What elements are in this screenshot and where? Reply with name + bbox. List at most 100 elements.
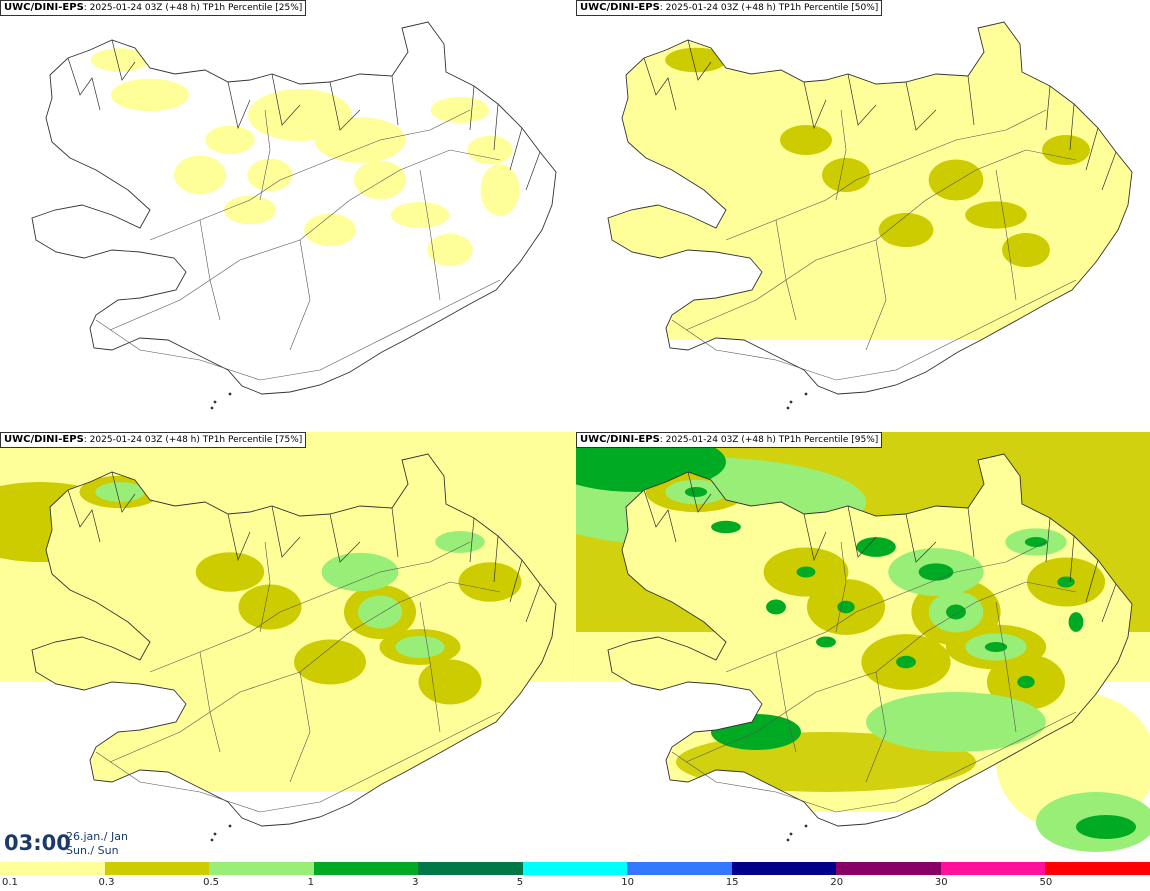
legend-tick-label: 0.5 <box>203 877 219 888</box>
precip-contour <box>711 520 741 534</box>
precip-contour <box>458 562 522 602</box>
fjord-outline <box>111 471 136 513</box>
precip-contour <box>294 639 366 685</box>
fjord-outline <box>1085 127 1099 171</box>
precip-contour <box>1024 537 1048 547</box>
road-line <box>199 651 221 753</box>
fjord-outline <box>493 535 499 583</box>
color-legend: 0.1 0.3 0.5 1 3 5 10 15 20 30 50 <box>0 862 1150 891</box>
legend-swatch <box>731 862 837 875</box>
fjord-outline <box>1101 151 1117 191</box>
road-line <box>199 219 221 321</box>
precip-contour <box>822 157 870 193</box>
map-p75-canvas <box>0 432 575 842</box>
fjord-outline <box>391 507 399 558</box>
precip-contour <box>684 487 708 497</box>
road-line <box>995 601 1017 733</box>
precip-contour <box>174 155 226 195</box>
legend-swatch <box>522 862 628 875</box>
panel-run: 2025-01-24 03Z (+48 h) <box>89 3 200 13</box>
precip-contour <box>1047 152 1105 228</box>
road-line <box>109 149 501 331</box>
fjord-outline <box>271 505 301 558</box>
fjord-outline <box>67 489 101 543</box>
coastline <box>607 21 1133 395</box>
road-line <box>671 711 1077 813</box>
road-line <box>865 671 887 783</box>
valid-time: 03:00 <box>4 831 71 855</box>
legend-tick-label: 15 <box>725 877 739 888</box>
legend-tick-label: 3 <box>412 877 419 888</box>
precip-contour <box>304 213 356 247</box>
road-line <box>685 581 1077 763</box>
island-marker <box>213 400 217 404</box>
precip-contour <box>993 91 1079 129</box>
precip-contour <box>430 97 490 123</box>
map-panel-p50: UWC/DINI-EPS: 2025-01-24 03Z (+48 h) TP1… <box>576 0 1150 430</box>
legend-tick-label: 10 <box>621 877 634 888</box>
fjord-outline <box>469 85 475 131</box>
coastline <box>31 453 557 827</box>
map-panel-p25: UWC/DINI-EPS: 2025-01-24 03Z (+48 h) TP1… <box>0 0 575 430</box>
panel-title-p95: UWC/DINI-EPS: 2025-01-24 03Z (+48 h) TP1… <box>576 432 883 448</box>
legend-swatch <box>313 862 419 875</box>
panel-field: TP1h Percentile [50%] <box>778 3 879 13</box>
legend-tick-label: 1 <box>307 877 314 888</box>
precip-contour <box>321 552 399 592</box>
legend-tick-label: 5 <box>516 877 524 888</box>
fjord-outline <box>643 489 677 543</box>
road-line <box>775 651 797 753</box>
road-line <box>289 671 311 783</box>
fjord-outline <box>687 471 712 513</box>
fjord-outline <box>1069 535 1075 583</box>
panel-field: TP1h Percentile [75%] <box>202 435 303 445</box>
land-precip-field <box>608 454 1132 826</box>
precip-contour <box>796 566 816 578</box>
precip-contour <box>1002 232 1050 268</box>
panel-model: UWC/DINI-EPS <box>4 434 84 445</box>
precip-contour <box>965 201 1027 229</box>
fjord-outline <box>1069 103 1075 151</box>
panel-title-p75: UWC/DINI-EPS: 2025-01-24 03Z (+48 h) TP1… <box>0 432 307 448</box>
precip-contour <box>390 202 450 228</box>
panel-run: 2025-01-24 03Z (+48 h) <box>665 3 776 13</box>
fjord-outline <box>967 507 975 558</box>
map-panel-p75: UWC/DINI-EPS: 2025-01-24 03Z (+48 h) TP1… <box>0 432 575 862</box>
legend-tick-label: 0.3 <box>98 877 115 888</box>
precip-contour <box>238 584 302 630</box>
panel-model: UWC/DINI-EPS <box>4 2 84 13</box>
precip-contour <box>918 563 954 581</box>
road-line <box>259 109 271 201</box>
island-marker <box>228 392 232 396</box>
fjord-outline <box>509 127 523 171</box>
valid-date-line: 26.jan./ Jan <box>66 830 128 843</box>
legend-swatch <box>627 862 733 875</box>
fjord-outline <box>329 513 361 563</box>
precip-contour <box>224 195 276 225</box>
precip-contour <box>1057 576 1075 588</box>
precip-contour <box>95 482 145 502</box>
road-line <box>419 601 441 733</box>
precip-contour <box>247 158 293 192</box>
road-line <box>725 109 1047 241</box>
island-marker <box>210 406 214 410</box>
precip-contour <box>205 125 255 155</box>
fjord-outline <box>469 517 475 563</box>
fjord-outline <box>329 81 361 131</box>
fjord-outline <box>227 513 251 562</box>
map-p95-canvas <box>576 432 1150 852</box>
road-line <box>995 169 1017 301</box>
fjord-outline <box>687 39 712 81</box>
legend-swatch <box>940 862 1046 875</box>
coastline <box>607 453 1133 827</box>
precip-contour <box>354 160 406 200</box>
island-marker <box>789 400 793 404</box>
legend-tick-label: 20 <box>830 877 844 888</box>
valid-time-box: 03:00 26.jan./ Jan Sun./ Sun <box>0 826 140 862</box>
road-line <box>289 239 311 351</box>
panel-run: 2025-01-24 03Z (+48 h) <box>89 435 200 445</box>
island-marker <box>789 832 793 836</box>
legend-swatch <box>104 862 210 875</box>
road-line <box>259 541 271 633</box>
road-line <box>775 219 797 321</box>
